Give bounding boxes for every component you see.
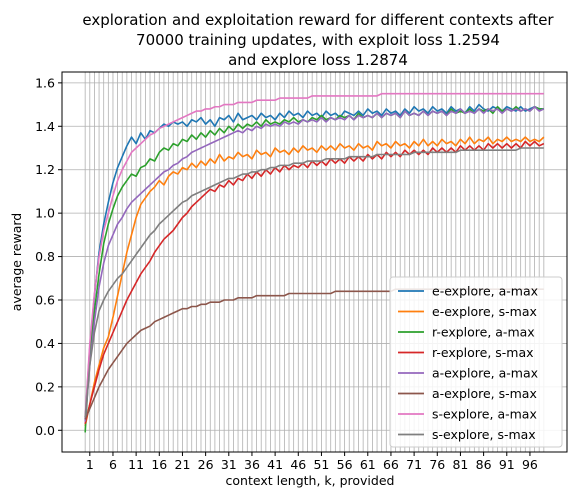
- x-tick-label: 56: [337, 457, 353, 472]
- x-axis-label: context length, k, provided: [226, 473, 395, 488]
- x-tick-label: 6: [109, 457, 117, 472]
- x-tick-label: 66: [383, 457, 399, 472]
- x-tick-label: 71: [406, 457, 422, 472]
- y-tick-label: 1.2: [35, 162, 55, 177]
- y-tick-label: 0.0: [35, 423, 55, 438]
- legend-box: [390, 277, 562, 447]
- x-tick-label: 36: [244, 457, 260, 472]
- x-tick-label: 11: [128, 457, 144, 472]
- y-tick-label: 0.6: [35, 293, 55, 308]
- legend-label-8: s-explore, s-max: [432, 427, 536, 442]
- x-tick-label: 96: [522, 457, 538, 472]
- chart-title-line-2: 70000 training updates, with exploit los…: [136, 31, 500, 49]
- legend-label-6: a-explore, s-max: [432, 386, 537, 401]
- y-tick-label: 0.4: [35, 336, 55, 351]
- x-tick-label: 1: [86, 457, 94, 472]
- x-tick-label: 86: [476, 457, 492, 472]
- y-tick-label: 1.6: [35, 75, 55, 90]
- x-tick-label: 21: [175, 457, 191, 472]
- legend: e-explore, a-max e-explore, s-max r-explor…: [390, 277, 562, 447]
- x-tick-label: 16: [151, 457, 167, 472]
- chart-title-line-3: and explore loss 1.2874: [228, 51, 408, 69]
- x-tick-label: 31: [221, 457, 237, 472]
- x-tick-label: 26: [198, 457, 214, 472]
- x-tick-label: 91: [499, 457, 515, 472]
- x-tick-label: 61: [360, 457, 376, 472]
- legend-label-4: r-explore, s-max: [432, 345, 534, 360]
- legend-label-3: r-explore, a-max: [432, 325, 535, 340]
- x-tick-label: 46: [290, 457, 306, 472]
- y-tick-label: 1.0: [35, 206, 55, 221]
- x-tick-label: 81: [452, 457, 468, 472]
- x-tick-label: 41: [267, 457, 283, 472]
- x-tick-label: 76: [429, 457, 445, 472]
- chart-title-line-1: exploration and exploitation reward for …: [82, 11, 554, 29]
- y-axis-label: average reward: [9, 213, 24, 311]
- legend-label-5: a-explore, a-max: [432, 366, 538, 381]
- legend-label-7: s-explore, a-max: [432, 407, 537, 422]
- legend-label-1: e-explore, a-max: [432, 284, 538, 299]
- y-tick-label: 0.2: [35, 379, 55, 394]
- legend-label-2: e-explore, s-max: [432, 304, 537, 319]
- y-tick-label: 1.4: [35, 119, 55, 134]
- y-tick-label: 0.8: [35, 249, 55, 264]
- x-tick-label: 51: [313, 457, 329, 472]
